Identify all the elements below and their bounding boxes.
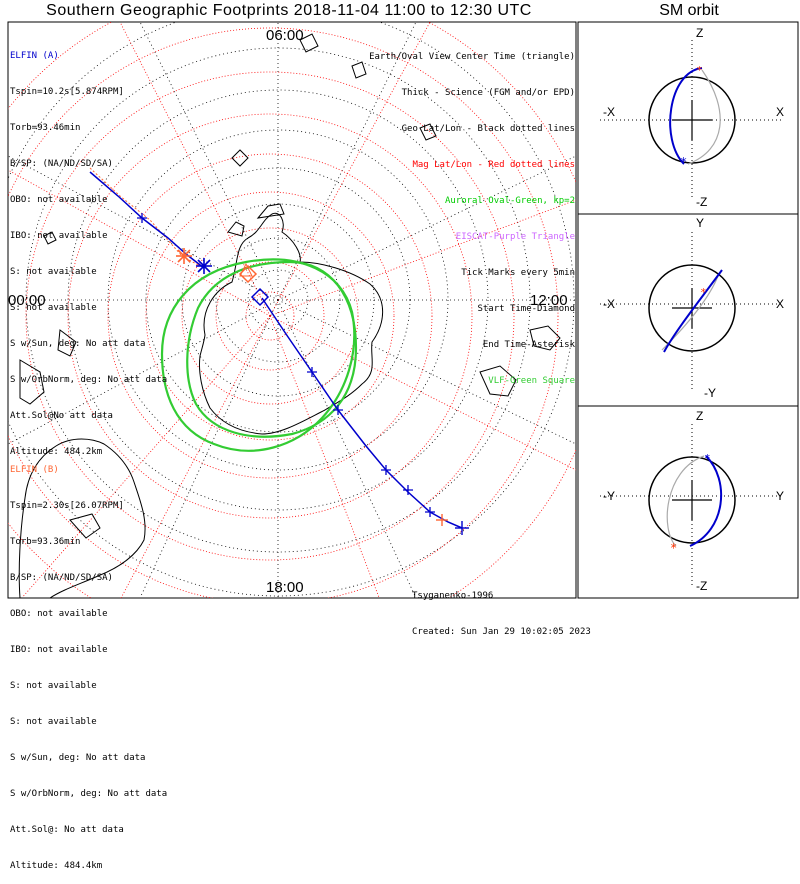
legend-item: EISCAT-Purple Triangle: [455, 232, 575, 242]
sat-b-line: S w/Sun, deg: No att data: [10, 753, 146, 763]
sat-a-line: S w/Sun, deg: No att data: [10, 339, 146, 349]
sm-label-top: Z: [696, 409, 703, 423]
sat-a-line: Torb=93.46min: [10, 123, 81, 133]
sm-label-bottom: -Y: [704, 386, 716, 400]
sat-a-line: Altitude: 484.2km: [10, 447, 103, 457]
sm-label-left: -X: [603, 297, 615, 311]
sm-orbit-title: SM orbit: [659, 2, 719, 19]
coastlines: [18, 33, 561, 598]
legend-item: Mag Lat/Lon - Red dotted lines: [412, 160, 575, 170]
mag-grid: [8, 22, 576, 598]
end-asterisk-b-2: [436, 514, 448, 526]
sat-a-line: B/SP: (NA/ND/SD/SA): [10, 159, 113, 169]
sat-b-line: Torb=93.36min: [10, 537, 81, 547]
lt-label-bottom: 18:00: [266, 579, 304, 596]
sm-panel-xy: * Y -Y -X X: [600, 216, 784, 400]
legend-item: VLF-Green Square: [488, 376, 575, 386]
legend-item: Earth/Oval View Center Time (triangle): [369, 52, 575, 62]
sm-marker-a: *: [704, 452, 711, 465]
sm-marker-b: *: [696, 64, 703, 77]
sm-label-right: X: [776, 105, 784, 119]
legend-item: Thick - Science (FGM and/or EPD): [401, 88, 575, 98]
sat-a-line: S: not available: [10, 303, 97, 313]
sm-marker-b: *: [670, 541, 677, 555]
sm-marker-b: *: [700, 286, 707, 299]
sat-b-line: B/SP: (NA/ND/SD/SA): [10, 573, 113, 583]
track-elfin-a-pass2: [261, 297, 463, 529]
sm-label-right: Y: [776, 489, 784, 503]
tick-a-4: [381, 465, 391, 475]
sm-orbit-a: [689, 455, 723, 547]
end-asterisk-a-2: [455, 521, 469, 535]
map-frame: [7, 21, 577, 599]
legend-item: Auroral Oval-Green, kp=2: [444, 196, 575, 206]
tick-a-6: [425, 507, 435, 517]
sat-b-line: OBO: not available: [10, 609, 108, 619]
sat-a-name: ELFIN (A): [10, 51, 59, 61]
sm-label-top: Y: [696, 216, 704, 230]
start-diamond-a: [250, 287, 270, 307]
sat-a-line: Tspin=10.2s[5.874RPM]: [10, 87, 124, 97]
sm-panel-xz: * * Z -Z -X X: [600, 26, 784, 209]
sat-a-line: OBO: not available: [10, 195, 108, 205]
page-title: Southern Geographic Footprints 2018-11-0…: [46, 2, 532, 19]
legend-item: Tick Marks every 5min: [461, 268, 575, 278]
polar-map: [8, 22, 576, 598]
sm-panel-yz: * * Z -Z -Y Y: [600, 409, 784, 593]
lt-label-right: 12:00: [530, 292, 568, 309]
center-triangle: [239, 262, 253, 277]
sat-b-line: Altitude: 484.4km: [10, 861, 103, 871]
lt-label-top: 06:00: [266, 27, 304, 44]
sm-label-top: Z: [696, 26, 703, 40]
legend-item: End Time-Asterisk: [482, 340, 575, 350]
sm-label-right: X: [776, 297, 784, 311]
tick-a-3: [333, 405, 343, 415]
sat-a-line: Att.Sol@No att data: [10, 411, 113, 421]
sm-orbit-a: [669, 67, 703, 165]
auroral-oval: [160, 258, 358, 452]
tick-a-5: [403, 485, 413, 495]
sm-frame: [577, 21, 799, 599]
geo-grid: [8, 22, 576, 598]
sat-a-line: IBO: not available: [10, 231, 108, 241]
sm-label-left: -X: [603, 105, 615, 119]
footer: Tsyganenko-1996 Created: Sun Jan 29 10:0…: [412, 566, 591, 650]
legend: Earth/Oval View Center Time (triangle) T…: [369, 27, 575, 399]
model-label: Tsyganenko-1996: [412, 591, 494, 601]
legend-item: Start Time-Diamond: [477, 304, 575, 314]
auroral-oval-outer: [160, 258, 356, 452]
legend-item: Geo Lat/Lon - Black dotted lines: [401, 124, 575, 134]
sat-b-line: Att.Sol@: No att data: [10, 825, 124, 835]
sat-b-line: S: not available: [10, 717, 97, 727]
created-label: Created: Sun Jan 29 10:02:05 2023: [412, 627, 591, 637]
sat-a-line: S: not available: [10, 267, 97, 277]
end-asterisk-a: [196, 258, 212, 274]
sm-label-bottom: -Z: [696, 195, 707, 209]
info-elfin-b: ELFIN (B) Tspin=2.30s[26.07RPM] Torb=93.…: [10, 440, 167, 884]
track-ticks: [137, 213, 435, 517]
sat-b-name: ELFIN (B): [10, 465, 59, 475]
tick-a-1: [137, 213, 147, 223]
sat-b-line: S: not available: [10, 681, 97, 691]
figure-canvas: 06:00 18:00 00:00 12:00 * * Z -Z -X X * …: [7, 21, 799, 599]
end-asterisk-b: [176, 248, 192, 264]
sat-b-line: IBO: not available: [10, 645, 108, 655]
sat-a-line: S w/OrbNorm, deg: No att data: [10, 375, 168, 385]
info-elfin-a: ELFIN (A) Tspin=10.2s[5.874RPM] Torb=93.…: [10, 26, 167, 470]
sm-marker-a: *: [680, 155, 687, 169]
sm-orbit-a: [663, 269, 723, 353]
lt-label-left: 00:00: [8, 292, 46, 309]
sm-label-bottom: -Z: [696, 579, 707, 593]
sat-b-line: S w/OrbNorm, deg: No att data: [10, 789, 168, 799]
sm-label-left: -Y: [603, 489, 615, 503]
tick-a-2: [307, 367, 317, 377]
sat-b-line: Tspin=2.30s[26.07RPM]: [10, 501, 124, 511]
